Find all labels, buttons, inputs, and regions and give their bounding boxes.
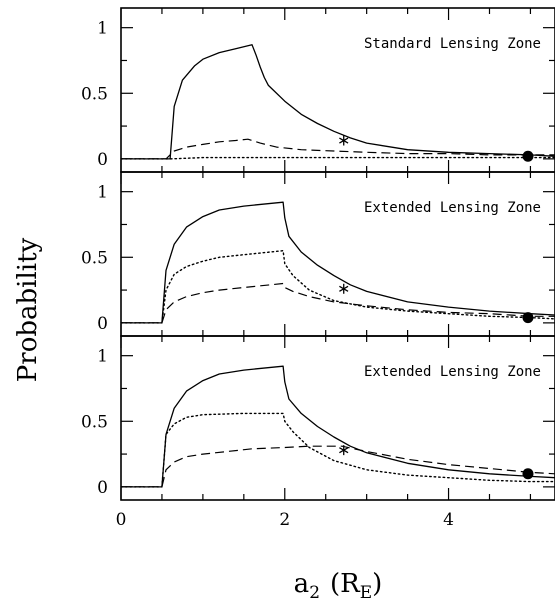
x-axis-title: a2 (RE) bbox=[294, 569, 383, 599]
x-axis-title-unit-subscript: E bbox=[360, 583, 372, 599]
y-tick-label: 0.5 bbox=[81, 84, 108, 104]
y-tick-label: 0 bbox=[97, 478, 108, 498]
series-line-dotted bbox=[120, 156, 555, 160]
filled-circle-marker bbox=[522, 150, 534, 162]
series-line-solid bbox=[121, 201, 555, 324]
series-line-dotted bbox=[120, 250, 555, 324]
asterisk-stroke bbox=[339, 285, 349, 292]
series-line-solid bbox=[121, 365, 555, 488]
y-tick-label: 0.5 bbox=[81, 248, 108, 268]
x-tick-label: 0 bbox=[116, 510, 127, 530]
panel-label: Extended Lensing Zone bbox=[364, 364, 541, 380]
x-axis-title-unit-open: (R bbox=[330, 569, 361, 599]
panel-frame bbox=[120, 335, 555, 501]
x-axis-title-unit-close: ) bbox=[372, 569, 382, 599]
y-tick-label: 1 bbox=[97, 347, 108, 367]
asterisk-marker bbox=[339, 283, 349, 294]
series-line-dashed bbox=[121, 445, 555, 488]
asterisk-marker bbox=[339, 445, 349, 456]
y-tick-label: 0.5 bbox=[81, 412, 108, 432]
x-axis-title-symbol: a bbox=[294, 569, 310, 599]
panel-1: 0 0.5 1 Standard Lensing Zone bbox=[81, 7, 555, 173]
asterisk-stroke bbox=[339, 447, 349, 454]
x-axis-title-subscript: 2 bbox=[309, 583, 320, 599]
y-tick-label: 0 bbox=[97, 314, 108, 334]
panel-frame bbox=[120, 7, 555, 173]
panel-label: Extended Lensing Zone bbox=[364, 200, 541, 216]
x-tick-label: 4 bbox=[443, 510, 454, 530]
filled-circle-marker bbox=[522, 468, 534, 480]
y-tick-label: 1 bbox=[97, 19, 108, 39]
filled-circle-marker bbox=[522, 312, 534, 324]
panels-group: 0 0.5 1 Standard Lensing Zone 0 0.5 1 Extended … bbox=[81, 7, 555, 530]
asterisk-marker bbox=[339, 135, 349, 146]
asterisk-stroke bbox=[339, 137, 349, 144]
panel-2: 0 0.5 1 Extended Lensing Zone bbox=[81, 171, 555, 337]
panel-3: 0 0.5 1 Extended Lensing Zone 0 2 4 bbox=[81, 335, 555, 530]
series-line-dotted bbox=[120, 412, 555, 488]
series-line-solid bbox=[121, 44, 555, 160]
y-tick-label: 1 bbox=[97, 183, 108, 203]
panel-label: Standard Lensing Zone bbox=[364, 36, 541, 52]
y-axis-title: Probability bbox=[13, 237, 43, 382]
series-line-dashed bbox=[121, 138, 555, 160]
x-tick-label: 2 bbox=[279, 510, 290, 530]
y-tick-label: 0 bbox=[97, 150, 108, 170]
